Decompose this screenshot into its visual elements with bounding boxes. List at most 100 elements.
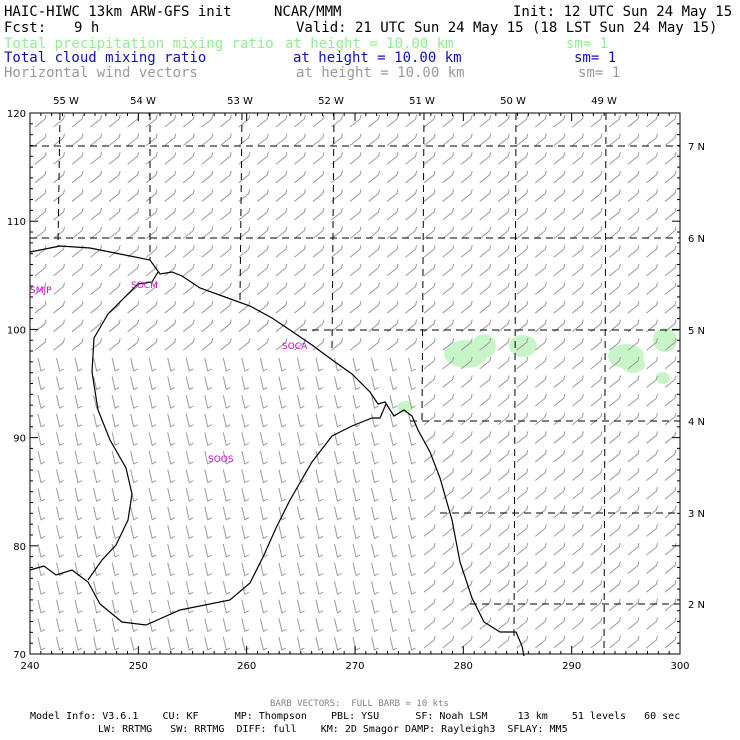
wind-barb (553, 226, 566, 240)
wind-barb (423, 524, 436, 537)
wind-barb (90, 170, 103, 184)
wind-barb (182, 207, 195, 221)
wind-barb (145, 338, 158, 351)
wind-barb (534, 449, 547, 463)
wind-barb (294, 263, 306, 277)
wind-barb (664, 356, 677, 370)
wind-barb (204, 636, 212, 651)
wind-barb (34, 300, 47, 314)
wind-barb (167, 562, 175, 577)
wind-barb (664, 393, 677, 407)
wind-barb (148, 432, 157, 447)
wind-barb (53, 282, 66, 295)
wind-barb (664, 375, 677, 388)
wind-barb (127, 133, 140, 146)
wind-barb (572, 338, 584, 351)
wind-barb (572, 449, 584, 463)
wind-barb (534, 282, 547, 295)
wind-barb (34, 207, 47, 221)
wind-barb (479, 245, 492, 258)
wind-barb (479, 226, 492, 240)
wind-barb (185, 599, 194, 614)
wind-barb (315, 394, 324, 409)
wind-barb (479, 189, 492, 202)
wind-barb (590, 282, 603, 295)
wind-barb (259, 506, 268, 521)
wind-barb (371, 488, 379, 502)
wind-barb (408, 432, 416, 447)
wind-barb (127, 226, 140, 240)
wind-barb (222, 450, 231, 465)
wind-barb (405, 114, 418, 128)
wind-barb (56, 394, 64, 409)
wind-barb (222, 506, 231, 521)
wind-barb (423, 319, 436, 333)
wind-barb (664, 245, 677, 258)
axis-ticks (29, 112, 681, 655)
wind-barb (257, 338, 269, 351)
wind-barb (74, 357, 83, 372)
field-wind-name: Horizontal wind vectors (4, 65, 198, 81)
y-tick-label: 90 (13, 434, 26, 445)
wind-barb (34, 338, 47, 351)
wind-barb (333, 618, 342, 633)
meridian-line (239, 112, 243, 301)
wind-barb (497, 468, 510, 481)
wind-barb (93, 562, 101, 577)
wind-barb (34, 263, 47, 277)
wind-barb (333, 599, 342, 614)
wind-barb (53, 207, 66, 221)
wind-barb (296, 450, 305, 465)
wind-barb (222, 562, 231, 577)
wind-barb (516, 226, 529, 240)
wind-barb (460, 431, 473, 444)
wind-barb (108, 338, 121, 351)
wind-barb (331, 319, 343, 333)
wind-barb (442, 431, 455, 444)
wind-barb (534, 319, 547, 333)
wind-barb (516, 245, 529, 258)
wind-barb (349, 300, 362, 314)
wind-barb (664, 226, 677, 240)
wind-barb (627, 263, 640, 277)
wind-barb (460, 412, 473, 426)
wind-barb (408, 581, 416, 595)
wind-barb (349, 152, 362, 165)
wind-barb (609, 542, 621, 556)
latitude-label: 6 N (688, 234, 705, 245)
wind-barb (442, 170, 455, 184)
wind-barb (572, 375, 584, 388)
wind-barb (371, 618, 379, 633)
wind-barb (331, 338, 343, 351)
wind-barb (497, 635, 510, 649)
wind-barb (56, 618, 64, 633)
wind-barb (167, 599, 175, 614)
wind-barb (108, 133, 121, 146)
wind-barb (315, 525, 324, 540)
wind-barb (646, 189, 658, 202)
wind-barb (130, 394, 138, 409)
wind-barb (201, 282, 214, 295)
wind-barb (646, 449, 658, 463)
wind-barb (423, 133, 436, 146)
wind-barb (352, 432, 361, 447)
wind-barb (204, 376, 212, 391)
wind-barb (278, 432, 287, 447)
wind-barb (164, 152, 177, 165)
wind-barb (53, 226, 66, 240)
wind-barb (460, 598, 473, 612)
wind-barb (590, 505, 603, 519)
wind-barb (37, 543, 46, 558)
wind-barb (333, 432, 342, 447)
wind-barb (590, 170, 603, 184)
wind-barb (497, 152, 510, 165)
wind-barb (479, 431, 492, 444)
wind-barb (423, 356, 436, 370)
wind-barb (479, 393, 492, 407)
wind-barb (145, 263, 158, 277)
wind-barb (553, 598, 566, 612)
wind-barb (609, 338, 621, 351)
wind-barb (219, 226, 232, 240)
wind-barb (479, 468, 492, 481)
wind-barb (259, 581, 268, 595)
